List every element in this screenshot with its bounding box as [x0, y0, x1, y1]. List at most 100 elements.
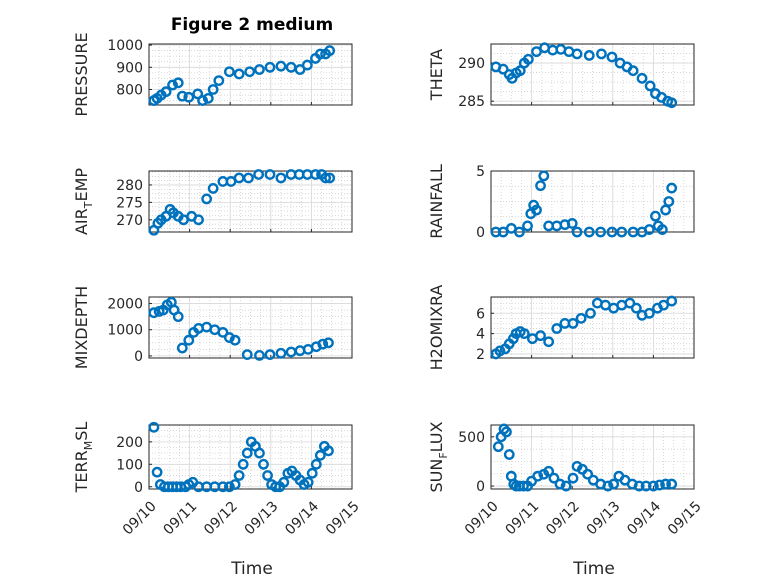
subplot-mixdepth: 0 1000 2000 MIXDEPTH — [72, 286, 353, 369]
data-point — [548, 472, 560, 484]
data-point — [583, 50, 595, 61]
data-point — [223, 66, 235, 78]
axes-box — [148, 170, 353, 233]
data-point — [660, 204, 671, 216]
data-point — [575, 312, 587, 324]
data-point — [538, 170, 550, 182]
subplot-pressure: 800 900 1000 PRESSURE — [72, 32, 353, 117]
data-point — [241, 447, 253, 459]
y-axis-label: H2OMIXRA — [427, 285, 446, 371]
data-point — [531, 204, 542, 216]
y-tick-label: 200 — [116, 435, 143, 451]
y-tick-label: 1000 — [107, 38, 143, 54]
y-axis-label: THETA — [427, 49, 446, 101]
data-point — [217, 326, 229, 338]
data-point — [492, 441, 504, 453]
data-point — [241, 349, 253, 360]
axes-box — [490, 424, 695, 490]
data-point — [543, 465, 555, 477]
axes-box — [490, 43, 695, 106]
data-point — [567, 318, 579, 329]
data-point — [229, 334, 241, 346]
data-point — [324, 172, 336, 184]
data-point — [650, 210, 661, 222]
data-point — [608, 478, 620, 490]
y-tick-label: 2000 — [107, 297, 143, 313]
data-point — [636, 72, 648, 84]
data-point — [275, 172, 287, 184]
data-point — [666, 97, 678, 109]
y-tick-label: 0 — [134, 480, 143, 496]
data-point — [254, 64, 265, 75]
y-axis-label: PRESSURE — [72, 32, 91, 116]
y-tick-label: 290 — [458, 56, 485, 72]
data-point — [323, 445, 334, 457]
data-point — [324, 45, 336, 57]
data-point — [183, 334, 195, 346]
data-point — [176, 342, 188, 354]
data-point — [160, 86, 172, 98]
data-point — [229, 479, 241, 490]
data-point — [666, 478, 678, 490]
data-point — [501, 426, 512, 438]
data-point — [201, 193, 213, 205]
y-tick-label: 1000 — [107, 323, 143, 339]
data-point — [254, 447, 265, 459]
data-point — [532, 470, 544, 482]
data-point — [583, 226, 595, 238]
data-point — [582, 468, 594, 480]
data-point — [275, 347, 287, 359]
data-point — [264, 169, 276, 180]
y-tick-label: 500 — [458, 430, 485, 446]
data-point — [314, 449, 326, 461]
x-axis-label-right: Time — [572, 559, 615, 579]
data-point — [233, 68, 245, 80]
subplot-h2omixra: 2 4 6 H2OMIXRA — [427, 285, 695, 371]
y-tick-label: 5 — [476, 164, 485, 180]
data-point — [630, 302, 642, 314]
data-point — [254, 349, 265, 361]
data-point — [624, 297, 636, 309]
data-point — [535, 180, 546, 192]
data-point — [518, 328, 530, 339]
figure-title: Figure 2 medium — [171, 15, 333, 35]
data-point — [666, 295, 678, 307]
data-point — [551, 323, 563, 334]
subplot-rainfall: 0 5 RAINFALL — [427, 164, 695, 241]
y-axis-label: SUNFLUX — [427, 421, 450, 492]
y-tick-label: 275 — [116, 195, 143, 211]
data-point — [518, 480, 529, 492]
data-point — [148, 307, 160, 319]
data-point — [183, 91, 195, 103]
data-point — [531, 46, 542, 58]
data-point — [656, 224, 668, 235]
data-point — [595, 226, 607, 238]
data-point — [301, 59, 313, 71]
data-point — [207, 183, 219, 194]
data-point — [633, 480, 645, 492]
data-point — [167, 79, 178, 91]
y-axis-label: TERRMSL — [72, 422, 95, 494]
data-point — [643, 224, 655, 235]
data-point — [243, 172, 254, 184]
data-point — [213, 75, 225, 87]
data-point — [606, 226, 618, 238]
data-point — [172, 311, 184, 323]
y-tick-label: 6 — [476, 306, 485, 322]
data-point — [560, 480, 572, 492]
y-axis-label: MIXDEPTH — [72, 286, 91, 369]
data-point — [571, 48, 583, 60]
data-point — [543, 336, 555, 348]
y-tick-label: 0 — [476, 225, 485, 241]
data-point — [522, 53, 534, 65]
y-axis-label: RAINFALL — [427, 164, 446, 239]
data-point — [566, 218, 578, 229]
data-point — [306, 467, 318, 479]
y-tick-label: 4 — [476, 327, 485, 343]
data-point — [666, 182, 678, 194]
y-tick-label: 800 — [116, 82, 143, 98]
data-point — [217, 481, 229, 493]
data-point — [258, 458, 269, 470]
